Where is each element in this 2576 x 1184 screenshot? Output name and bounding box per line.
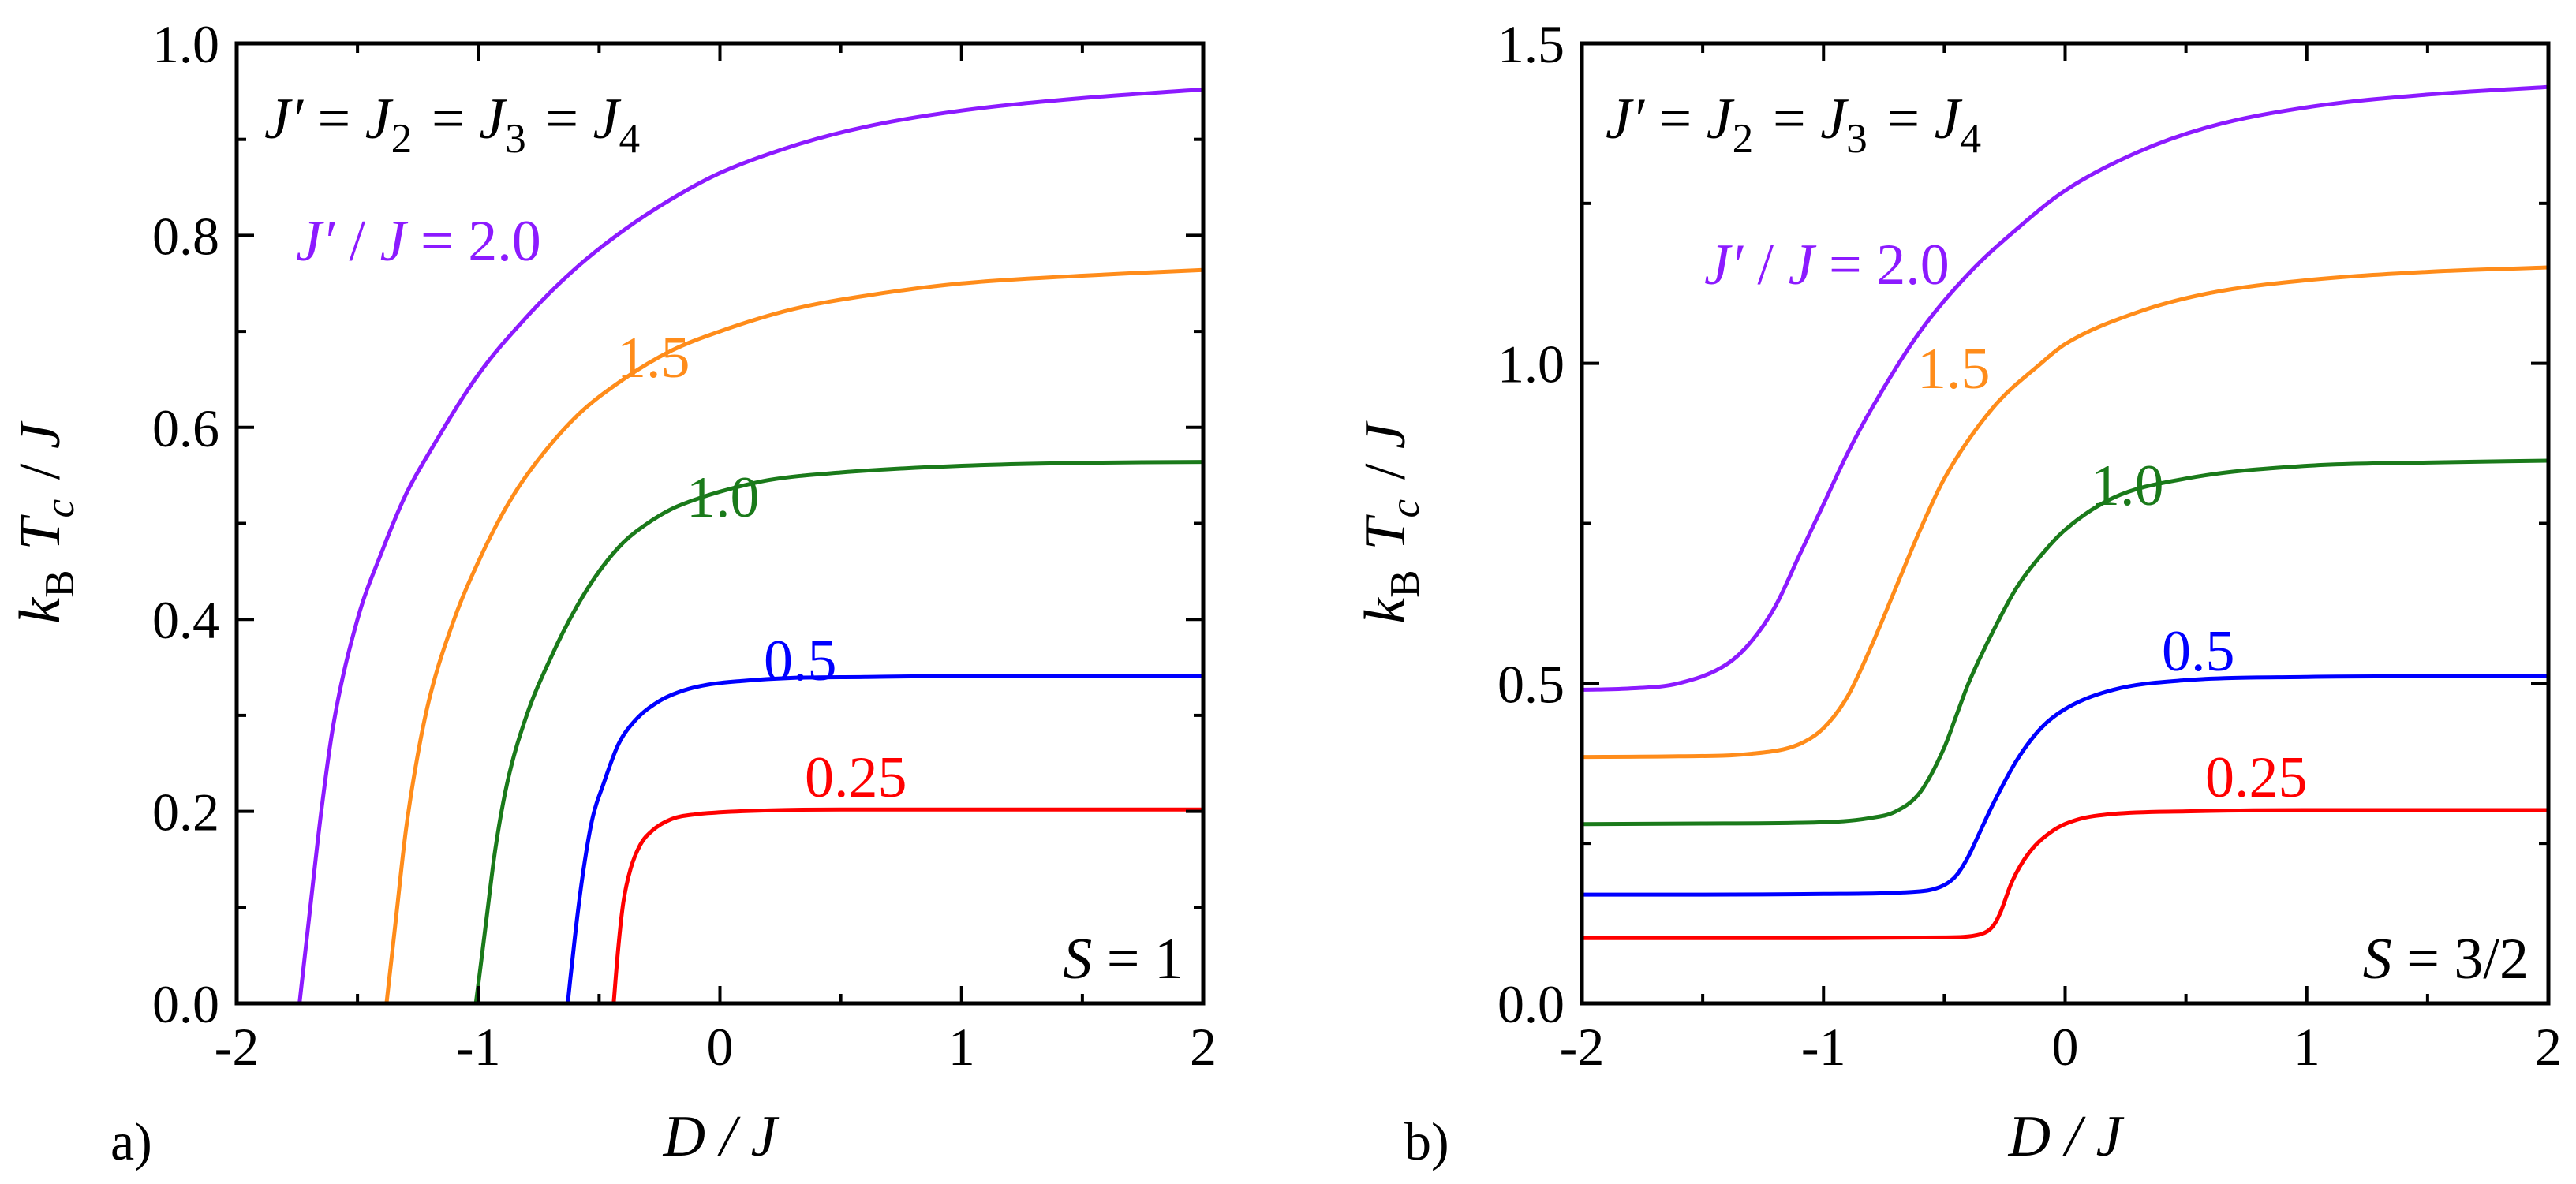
series-label-2: 1.0 bbox=[686, 465, 760, 530]
series-line-2 bbox=[473, 460, 1203, 1003]
series-line-3 bbox=[566, 674, 1203, 1003]
series-label-0: J′ / J = 2.0 bbox=[1704, 233, 1950, 297]
x-tick-label: 1 bbox=[948, 1017, 975, 1077]
spin-note: S = 1 bbox=[1063, 927, 1183, 992]
y-tick-label: 0.0 bbox=[152, 974, 219, 1034]
y-tick-label: 0.5 bbox=[1497, 654, 1565, 714]
panel-tag: a) bbox=[110, 1111, 152, 1171]
series-lines bbox=[297, 87, 1203, 1003]
spin-note: S = 3/2 bbox=[2363, 927, 2529, 992]
x-tick-label: 1 bbox=[2294, 1017, 2320, 1077]
series-label-1: 1.5 bbox=[1917, 337, 1991, 402]
y-tick-label: 0.4 bbox=[152, 590, 219, 650]
y-tick-label: 0.0 bbox=[1497, 974, 1565, 1034]
condition-note: J′ = J2 = J3 = J4 bbox=[264, 87, 645, 162]
y-tick-label: 1.5 bbox=[1497, 14, 1565, 74]
x-tick-label: 2 bbox=[2535, 1017, 2562, 1077]
series-label-3: 0.5 bbox=[764, 629, 837, 693]
series-line-0 bbox=[1582, 84, 2548, 692]
x-tick-label: -1 bbox=[1801, 1017, 1846, 1077]
x-tick-label: -2 bbox=[215, 1017, 260, 1077]
y-tick-label: 1.0 bbox=[152, 14, 219, 74]
y-axis-title: kB Tc / J bbox=[8, 420, 83, 624]
series-line-1 bbox=[1582, 265, 2548, 760]
y-axis-title-text: kB Tc / J bbox=[1353, 420, 1428, 624]
series-line-4 bbox=[611, 807, 1203, 1003]
series-label-4: 0.25 bbox=[805, 745, 907, 810]
series-line-1 bbox=[384, 267, 1203, 1003]
x-tick-label: 0 bbox=[707, 1017, 734, 1077]
plot-frame bbox=[1580, 41, 2551, 1006]
series-label-3: 0.5 bbox=[2162, 619, 2235, 684]
series-line-2 bbox=[1582, 458, 2548, 827]
y-tick-label: 0.2 bbox=[152, 782, 219, 842]
y-axis-title: kB Tc / J bbox=[1353, 420, 1428, 624]
x-tick-label: 0 bbox=[2052, 1017, 2079, 1077]
series-label-0: J′ / J = 2.0 bbox=[296, 209, 541, 274]
x-tick-label: 2 bbox=[1190, 1017, 1217, 1077]
x-tick-label: -2 bbox=[1560, 1017, 1605, 1077]
series-label-4: 0.25 bbox=[2205, 745, 2308, 810]
x-axis-title: D / J bbox=[663, 1104, 780, 1169]
x-axis-title: D / J bbox=[2008, 1104, 2125, 1169]
panel-a: -2 -1 0 1 2 0.0 0.2 0.4 0.6 0.8 1.0 D / J kB Tc / J J… bbox=[8, 14, 1217, 1171]
y-tick-label: 0.8 bbox=[152, 206, 219, 266]
y-axis-title-text: kB Tc / J bbox=[8, 420, 83, 624]
y-tick-label: 1.0 bbox=[1497, 334, 1565, 394]
series-lines bbox=[1582, 84, 2548, 940]
series-line-0 bbox=[297, 87, 1203, 1003]
panel-b: -2 -1 0 1 2 0.0 0.5 1.0 1.5 D / J kB Tc / J J′ = J2… bbox=[1353, 14, 2562, 1171]
series-line-4 bbox=[1582, 808, 2548, 940]
series-label-1: 1.5 bbox=[617, 326, 690, 390]
panel-tag: b) bbox=[1404, 1111, 1449, 1171]
condition-note: J′ = J2 = J3 = J4 bbox=[1606, 87, 1986, 162]
y-tick-label: 0.6 bbox=[152, 398, 219, 458]
series-label-2: 1.0 bbox=[2091, 454, 2164, 518]
series-line-3 bbox=[1582, 674, 2548, 897]
x-tick-label: -1 bbox=[456, 1017, 501, 1077]
